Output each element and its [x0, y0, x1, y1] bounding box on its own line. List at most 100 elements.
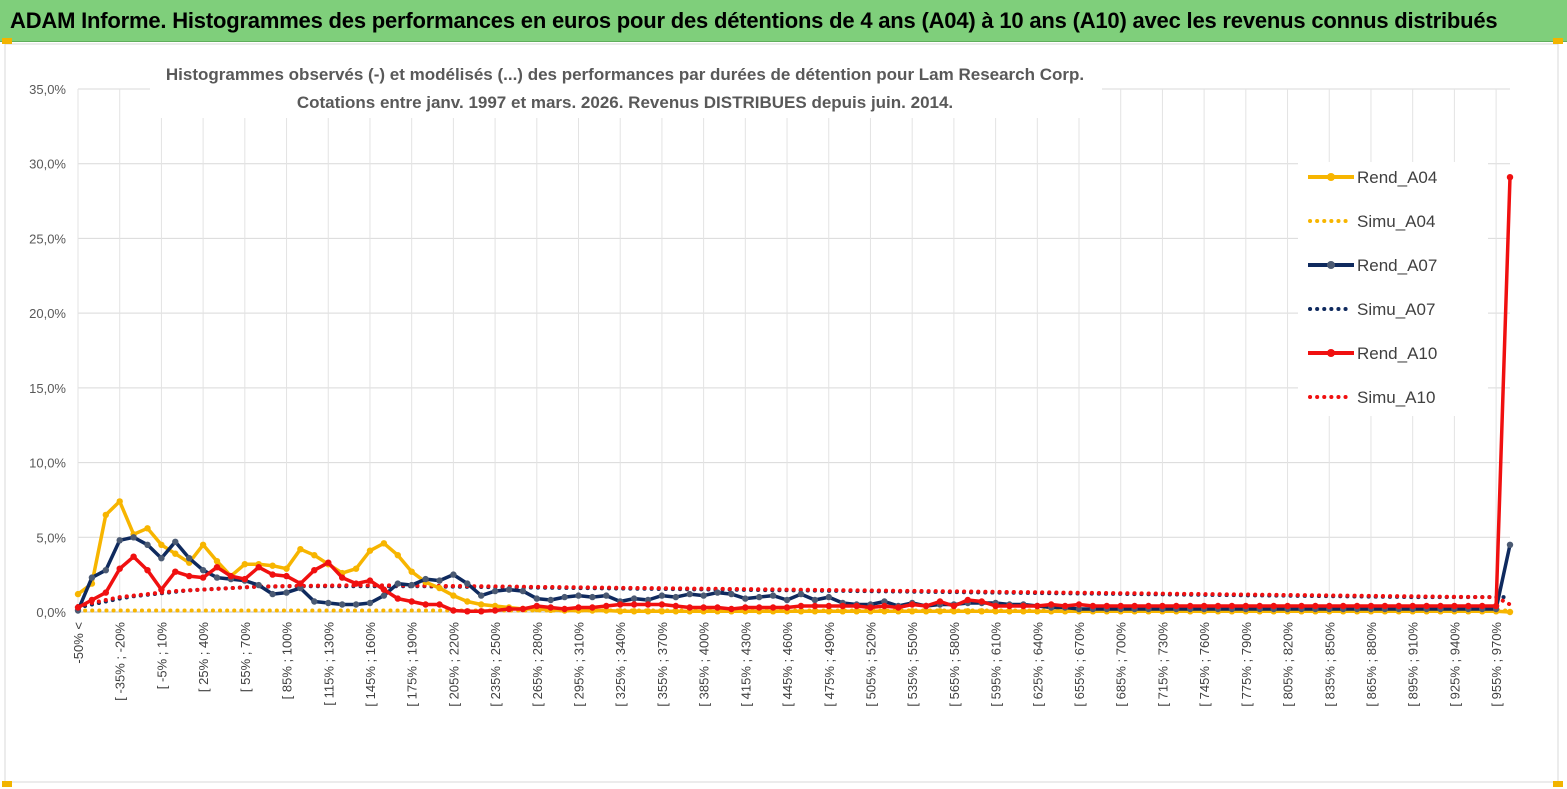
data-point-Rend_A10 [408, 598, 415, 605]
data-point-Rend_A10 [1479, 602, 1486, 610]
data-point-Rend_A10 [519, 605, 527, 613]
data-point-Rend_A10 [1451, 602, 1458, 610]
line-chart: 0,0% 5,0% 10,0% 15,0% 20,0% 25,0% 30,0% 35,0% -… [4, 43, 1559, 783]
legend-marker [1327, 261, 1335, 269]
data-point-Rend_A10 [1187, 602, 1194, 610]
data-point-Rend_A04 [199, 541, 207, 548]
chart-title-line1: Histogrammes observés (-) et modélisés (… [166, 65, 1084, 84]
x-tick-label: [ 745% ; 760% [1197, 622, 1212, 707]
data-point-Rend_A10 [116, 565, 123, 572]
x-tick-label: [ 775% ; 790% [1239, 622, 1254, 707]
x-tick-label: [ 475% ; 490% [822, 622, 837, 707]
x-tick-label: [ 625% ; 640% [1030, 622, 1045, 707]
data-point-Rend_A10 [547, 604, 554, 611]
data-point-Rend_A10 [311, 567, 318, 574]
data-point-Rend_A07 [519, 587, 527, 595]
data-point-Rend_A04 [922, 608, 930, 615]
data-point-Rend_A07 [491, 587, 499, 595]
x-tick-label: [ 715% ; 730% [1155, 622, 1170, 707]
x-tick-label: [ 865% ; 880% [1364, 622, 1379, 707]
data-point-Rend_A04 [797, 608, 805, 615]
data-point-Rend_A10 [742, 604, 749, 611]
data-point-Rend_A10 [436, 601, 443, 608]
data-point-Rend_A07 [478, 592, 485, 599]
data-point-Rend_A04 [116, 498, 123, 505]
data-point-Rend_A10 [1020, 602, 1027, 610]
legend-label: Simu_A10 [1357, 388, 1435, 407]
data-point-Rend_A07 [672, 593, 679, 601]
data-point-Rend_A04 [158, 541, 165, 548]
data-point-Rend_A07 [603, 592, 610, 599]
x-tick-label: [ 385% ; 400% [697, 622, 712, 707]
data-point-Rend_A10 [199, 574, 207, 581]
plot-series [74, 174, 1514, 616]
data-point-Rend_A10 [1242, 602, 1250, 610]
data-point-Rend_A04 [1020, 608, 1027, 615]
y-axis: 0,0% 5,0% 10,0% 15,0% 20,0% 25,0% 30,0% 35,0% [29, 82, 66, 620]
data-point-Rend_A04 [603, 607, 610, 614]
data-point-Rend_A10 [1465, 602, 1472, 610]
chart-frame: 0,0% 5,0% 10,0% 15,0% 20,0% 25,0% 30,0% 35,0% -… [0, 42, 1567, 789]
x-tick-label: [ 505% ; 520% [863, 622, 878, 707]
data-point-Rend_A07 [769, 592, 777, 599]
data-point-Rend_A07 [325, 599, 332, 607]
data-point-Rend_A10 [672, 602, 679, 610]
data-point-Rend_A10 [603, 602, 610, 610]
data-point-Rend_A10 [1395, 602, 1403, 610]
data-point-Rend_A10 [1423, 602, 1430, 610]
data-point-Rend_A04 [102, 511, 110, 519]
x-tick-label: [ 655% ; 670% [1072, 622, 1087, 707]
data-point-Rend_A10 [658, 601, 666, 608]
data-point-Rend_A10 [950, 602, 958, 610]
data-point-Rend_A10 [728, 605, 735, 613]
data-point-Rend_A10 [1298, 602, 1305, 610]
x-tick-label: [ 415% ; 430% [738, 622, 753, 707]
data-point-Rend_A10 [1214, 602, 1222, 610]
x-tick-label: [ 85% ; 100% [280, 622, 295, 700]
banner-title: ADAM Informe. Histogrammes des performan… [10, 8, 1498, 33]
data-point-Rend_A07 [797, 590, 805, 598]
y-tick-label: 5,0% [36, 530, 66, 545]
data-point-Rend_A10 [213, 564, 221, 571]
x-tick-label: [ 25% ; 40% [196, 622, 211, 693]
data-point-Rend_A10 [380, 586, 388, 593]
data-point-Rend_A07 [144, 541, 151, 548]
data-point-Rend_A10 [1159, 602, 1166, 610]
legend-item-Simu_A07: Simu_A07 [1308, 300, 1435, 319]
data-point-Rend_A10 [1312, 602, 1319, 610]
data-point-Rend_A04 [1034, 608, 1041, 615]
data-point-Rend_A10 [992, 602, 999, 610]
data-point-Rend_A07 [283, 589, 290, 596]
data-point-Rend_A10 [172, 568, 179, 575]
data-point-Rend_A04 [297, 546, 304, 553]
data-point-Rend_A10 [1131, 602, 1138, 610]
data-point-Rend_A10 [1103, 602, 1111, 610]
data-point-Rend_A10 [881, 602, 888, 610]
corner-mark-bottom-right [1553, 781, 1563, 787]
data-point-Rend_A10 [575, 604, 582, 611]
corner-mark-top-left [2, 38, 12, 44]
data-point-Rend_A10 [533, 602, 540, 610]
series-Rend_A10 [74, 174, 1514, 615]
x-tick-label: [ 235% ; 250% [488, 622, 503, 707]
chart-title-background [150, 58, 1102, 118]
y-tick-label: 15,0% [29, 381, 66, 396]
data-point-Rend_A04 [283, 565, 290, 572]
data-point-Rend_A04 [311, 552, 318, 559]
data-point-Rend_A10 [366, 577, 374, 584]
data-point-Rend_A07 [700, 592, 707, 599]
data-point-Rend_A10 [1075, 601, 1083, 608]
data-point-Rend_A10 [630, 601, 638, 608]
data-point-Rend_A10 [88, 596, 96, 604]
data-point-Rend_A10 [1367, 602, 1375, 610]
data-point-Rend_A10 [867, 604, 874, 611]
data-point-Rend_A10 [839, 602, 846, 610]
data-point-Rend_A07 [644, 596, 652, 604]
data-point-Rend_A07 [686, 590, 693, 598]
data-point-Rend_A10 [853, 602, 860, 610]
data-point-Rend_A04 [964, 608, 971, 615]
x-tick-label: [ -5% ; 10% [154, 622, 169, 690]
data-point-Rend_A10 [1117, 602, 1124, 610]
data-point-Rend_A04 [630, 608, 638, 615]
data-point-Rend_A07 [436, 577, 443, 584]
